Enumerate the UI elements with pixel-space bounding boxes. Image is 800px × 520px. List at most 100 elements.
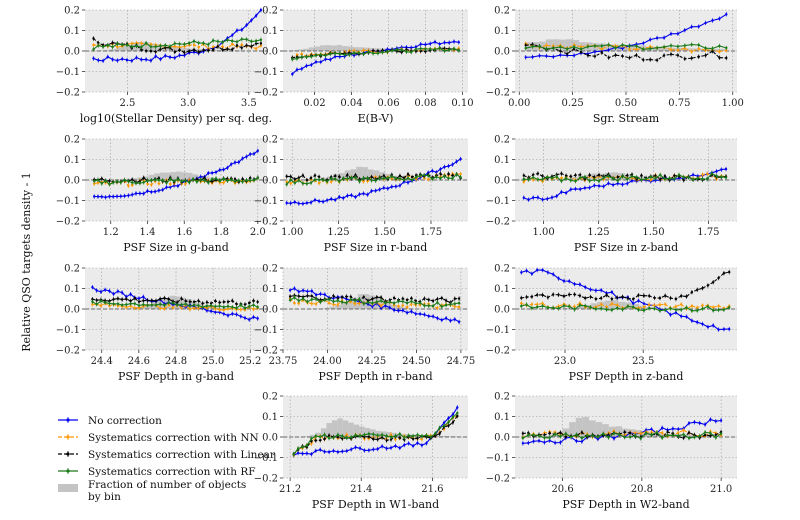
hist-bar (337, 418, 343, 437)
x-axis-label: PSF Size in z-band (574, 241, 678, 254)
x-tick-label: 20.8 (631, 484, 653, 495)
hist-bar (143, 176, 149, 180)
hist-bar (719, 48, 727, 51)
legend-item-no-correction: No correction (58, 415, 162, 427)
hist-bar (592, 43, 600, 51)
legend-item-linear: Systematics correction with Linear (58, 449, 276, 461)
x-tick-label: 1.25 (587, 227, 609, 238)
x-axis-label: PSF Depth in r-band (318, 370, 432, 383)
x-tick-label: 25.2 (239, 356, 261, 367)
hist-bar (188, 48, 194, 51)
hist-bar (99, 50, 105, 51)
hist-bar (447, 50, 454, 51)
hist-bars (292, 45, 459, 51)
hist-bar (362, 167, 368, 180)
hist-bar (186, 172, 193, 180)
y-tick-label: 0.0 (262, 47, 278, 58)
y-tick-label: 0.0 (494, 176, 510, 187)
y-tick-label: 0.2 (494, 392, 510, 403)
hist-bar (143, 42, 150, 51)
series-line (522, 431, 722, 439)
hist-bar (126, 45, 133, 51)
hist-bar (304, 436, 311, 437)
hist-bar (132, 178, 138, 180)
hist-bar (645, 177, 652, 180)
series-no-correction (91, 285, 259, 322)
hist-bar (310, 434, 316, 437)
hist-bar (292, 50, 298, 51)
hist-bar (329, 306, 336, 309)
hist-bar (314, 46, 320, 51)
legend: No correction Systematics correction wit… (58, 415, 276, 503)
series-line (289, 294, 460, 304)
hist-bar (590, 303, 598, 309)
hist-bar (575, 417, 583, 437)
hist-bar (652, 307, 660, 309)
hist-bar (346, 299, 353, 309)
y-tick-label: 0.0 (64, 305, 80, 316)
hist-bar (386, 48, 393, 51)
series-no-correction (285, 156, 462, 206)
x-axis-label: PSF Depth in z-band (569, 370, 684, 383)
hist-bar (331, 45, 337, 51)
y-tick-label: −0.2 (254, 217, 278, 228)
hist-bar (216, 49, 222, 51)
legend-label-hist-2: by bin (88, 491, 121, 503)
x-tick-label: 1.75 (697, 227, 719, 238)
x-tick-label: 2.0 (250, 227, 266, 238)
y-tick-label: −0.1 (486, 453, 510, 464)
hist-bar (639, 305, 647, 309)
x-tick-label: 3.0 (180, 98, 196, 109)
series-systematics-correction-with-rf (522, 171, 728, 184)
x-tick-label: 23.75 (269, 356, 298, 367)
x-tick-label: 1.50 (374, 227, 396, 238)
y-tick-label: −0.1 (56, 67, 80, 78)
x-tick-label: 24.4 (91, 356, 113, 367)
x-tick-label: 21.6 (421, 484, 443, 495)
y-tick-label: −0.2 (254, 346, 278, 357)
x-tick-label: 0.50 (615, 98, 637, 109)
x-axis-label: PSF Depth in W1-band (312, 498, 439, 511)
y-tick-label: 0.0 (494, 47, 510, 58)
hist-bar (557, 178, 565, 180)
x-tick-label: 0.04 (340, 98, 362, 109)
y-tick-label: −0.2 (56, 217, 80, 228)
y-axis-label: Relative QSO targets density - 1 (20, 172, 33, 352)
panels-group: 0.2 0.1 0.0 −0.1 −0.2 2.5 3.0 3.5 log10(Stellar … (56, 6, 744, 512)
y-tick-label: 0.0 (64, 176, 80, 187)
hist-bar (570, 177, 578, 180)
hist-bar (308, 47, 315, 51)
hist-bar (589, 420, 596, 437)
hist-bar (618, 301, 626, 309)
panel-psf-depth-in-w1-band: 0.2 0.1 0.0 −0.1 −0.221.2 21.4 21.6 PSF Depth i… (254, 392, 468, 511)
hist-bar (565, 39, 573, 51)
hist-bar (142, 305, 148, 309)
y-tick-label: 0.0 (262, 433, 278, 444)
hist-bar (121, 46, 127, 51)
hist-bar (539, 41, 546, 51)
hist-bar (552, 39, 560, 51)
hist-bar (353, 47, 359, 51)
hist-bar (572, 40, 580, 51)
y-tick-label: 0.1 (262, 26, 278, 37)
series-systematics-correction-with-rf (92, 37, 263, 52)
panel-psf-size-in-z-band: 0.2 0.1 0.0 −0.1 −0.2 1.00 1.25 1.50 1.75 PSF Siz… (486, 135, 737, 254)
x-tick-label: 1.25 (327, 227, 349, 238)
hist-bar (154, 44, 161, 51)
x-tick-label: 23.0 (554, 356, 576, 367)
y-tick-label: −0.1 (254, 453, 278, 464)
y-tick-label: 0.1 (64, 26, 80, 37)
hist-bar (158, 298, 165, 309)
hist-bar (659, 308, 667, 309)
hist-bar (320, 45, 326, 51)
x-tick-label: 1.00 (722, 98, 744, 109)
x-tick-label: 20.6 (551, 484, 573, 495)
y-tick-label: −0.2 (56, 88, 80, 99)
hist-bar (525, 42, 533, 51)
panel-log10-stellar-density-per-sq-deg: 0.2 0.1 0.0 −0.1 −0.2 2.5 3.0 3.5 log10(Stellar … (56, 6, 272, 126)
legend-label-rf: Systematics correction with RF (88, 466, 256, 478)
series-line (92, 302, 258, 311)
y-tick-label: −0.2 (254, 474, 278, 485)
x-tick-label: 24.25 (358, 356, 387, 367)
hist-bar (353, 424, 360, 437)
